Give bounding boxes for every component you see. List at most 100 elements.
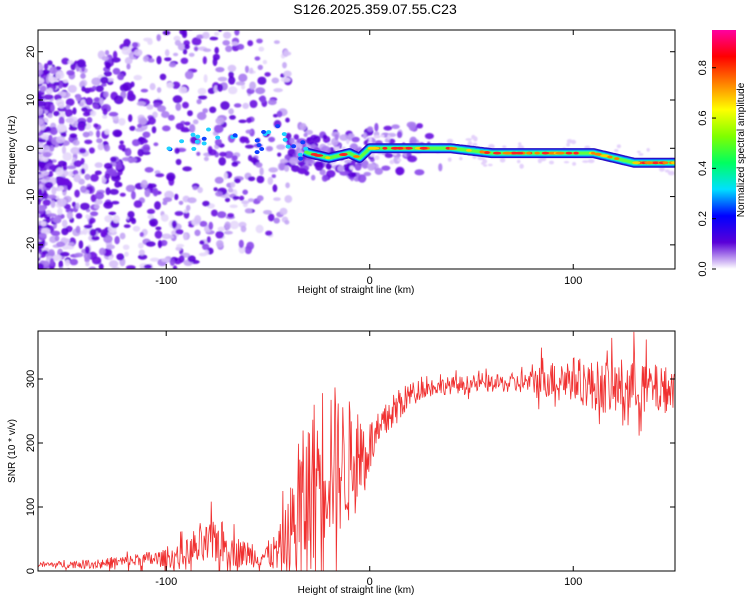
spectrogram-blob: [285, 182, 290, 189]
spectrogram-blob: [214, 31, 220, 36]
spectrogram-blob: [174, 193, 179, 201]
spectrogram-blob: [384, 153, 394, 158]
spectrogram-blob: [518, 142, 522, 146]
spectrogram-blob: [133, 280, 141, 285]
spectrogram-blob: [233, 103, 242, 108]
spectrogram-blob: [45, 288, 53, 296]
spectrogram-blob: [381, 165, 391, 171]
spectrogram-blob: [194, 229, 201, 237]
colorbar-tick-label: 0.0: [697, 261, 709, 276]
spectrogram-blob: [202, 31, 210, 39]
spectrogram-blob: [217, 76, 228, 82]
spectrogram-blob: [142, 144, 151, 153]
spectrogram-blob: [143, 264, 152, 269]
spectrogram-blob: [397, 158, 402, 162]
spectrogram-blob: [61, 227, 69, 236]
spectrogram-blob: [50, 200, 56, 208]
spectrogram-blob: [41, 290, 47, 294]
spectrogram-blob: [238, 73, 248, 83]
spectrogram-blob: [267, 99, 277, 106]
spectrogram-blob: [74, 189, 80, 198]
spectrogram-blob: [38, 77, 45, 84]
spectrogram-blob: [62, 184, 68, 192]
x-tick-label: 0: [367, 576, 373, 588]
spectrogram-blob: [217, 83, 223, 92]
spectrogram-blob: [152, 187, 159, 197]
spectrogram-blob: [39, 233, 47, 238]
spectrogram-blob: [256, 195, 264, 202]
spectrogram-blob: [105, 272, 110, 278]
spectrogram-blob: [563, 161, 570, 164]
spectrogram-blob: [133, 200, 143, 208]
spectrogram-blob: [263, 210, 272, 215]
ridge-hotspot: [510, 151, 517, 155]
spectrogram-blob: [124, 57, 133, 65]
spectrogram-blob: [229, 204, 238, 209]
spectrogram-blob: [293, 134, 299, 140]
spectrogram-blob: [85, 214, 90, 219]
spectrogram-blob: [139, 232, 144, 237]
ridge-hotspot: [445, 146, 451, 150]
spectrogram-blob: [339, 171, 350, 176]
spectrogram-y-label: Frequency (Hz): [7, 116, 18, 185]
spectrogram-blob: [374, 122, 379, 132]
spectrogram-blob: [284, 220, 290, 225]
ridge-hotspot: [419, 146, 428, 150]
y-tick-label: 20: [25, 46, 37, 58]
spectrogram-blob: [75, 93, 82, 102]
spectrogram-blob: [459, 156, 463, 161]
ridge-hotspot: [650, 161, 661, 165]
spectrogram-blob: [103, 201, 114, 209]
spectrogram-blob: [333, 146, 341, 151]
spectrogram-blob: [36, 286, 45, 293]
spectrogram-x-label: Height of straight line (km): [298, 285, 415, 296]
spectrogram-blob: [227, 213, 235, 218]
spectrogram-blob: [138, 242, 144, 249]
spectrogram-blob: [36, 305, 43, 311]
spectrogram-blob: [67, 288, 75, 297]
spectrogram-blob: [53, 217, 62, 224]
spectrogram-blob: [89, 217, 96, 224]
spectrogram-blob: [488, 144, 495, 149]
spectrogram-blob: [223, 31, 232, 39]
spectrogram-blob: [126, 280, 131, 284]
spectrogram-blob: [77, 275, 83, 282]
spectrogram-blob: [38, 285, 43, 290]
spectrogram-blob: [71, 302, 78, 307]
spectrogram-blob: [102, 114, 108, 119]
spectrogram-blob: [86, 117, 93, 123]
spectrogram-blob: [72, 139, 80, 146]
spectrogram-blob: [184, 121, 191, 126]
spectrogram-blob: [273, 40, 280, 44]
spectrogram-blob: [380, 134, 385, 138]
ridge-hotspot: [573, 151, 579, 155]
spectrogram-blob: [91, 235, 100, 241]
spectrogram-blob: [72, 170, 79, 175]
spectrogram-blob: [407, 155, 418, 163]
spectrogram-blob: [38, 145, 44, 153]
spectrogram-blob: [245, 65, 249, 74]
spectrogram-blob: [103, 235, 113, 243]
spectrogram-blob: [155, 226, 162, 231]
spectrogram-blob: [242, 189, 248, 195]
spectrogram-blob: [395, 166, 405, 176]
colorbar-label: Normalized spectral amplitude: [736, 82, 747, 217]
spectrogram-blob: [106, 54, 113, 64]
ridge-hotspot: [303, 146, 309, 151]
spectrogram-blob: [58, 185, 64, 191]
spectrogram-blob: [85, 97, 93, 106]
spectrogram-blob: [53, 255, 60, 262]
spectrogram-blob: [257, 64, 263, 71]
spectrogram-blob: [62, 79, 69, 83]
ridge-hotspot: [449, 146, 454, 150]
ridge-hotspot: [479, 150, 485, 154]
spectrogram-blob: [214, 138, 222, 146]
spectrogram-blob: [174, 40, 181, 46]
spectrogram-blob: [180, 126, 189, 131]
spectrogram-blob: [192, 119, 199, 125]
spectrogram-blob: [232, 195, 240, 200]
spectrogram-blob: [279, 158, 288, 164]
spectrogram-blob: [303, 132, 308, 138]
spectrogram-blob: [103, 91, 109, 98]
ridge-hotspot: [526, 151, 532, 155]
